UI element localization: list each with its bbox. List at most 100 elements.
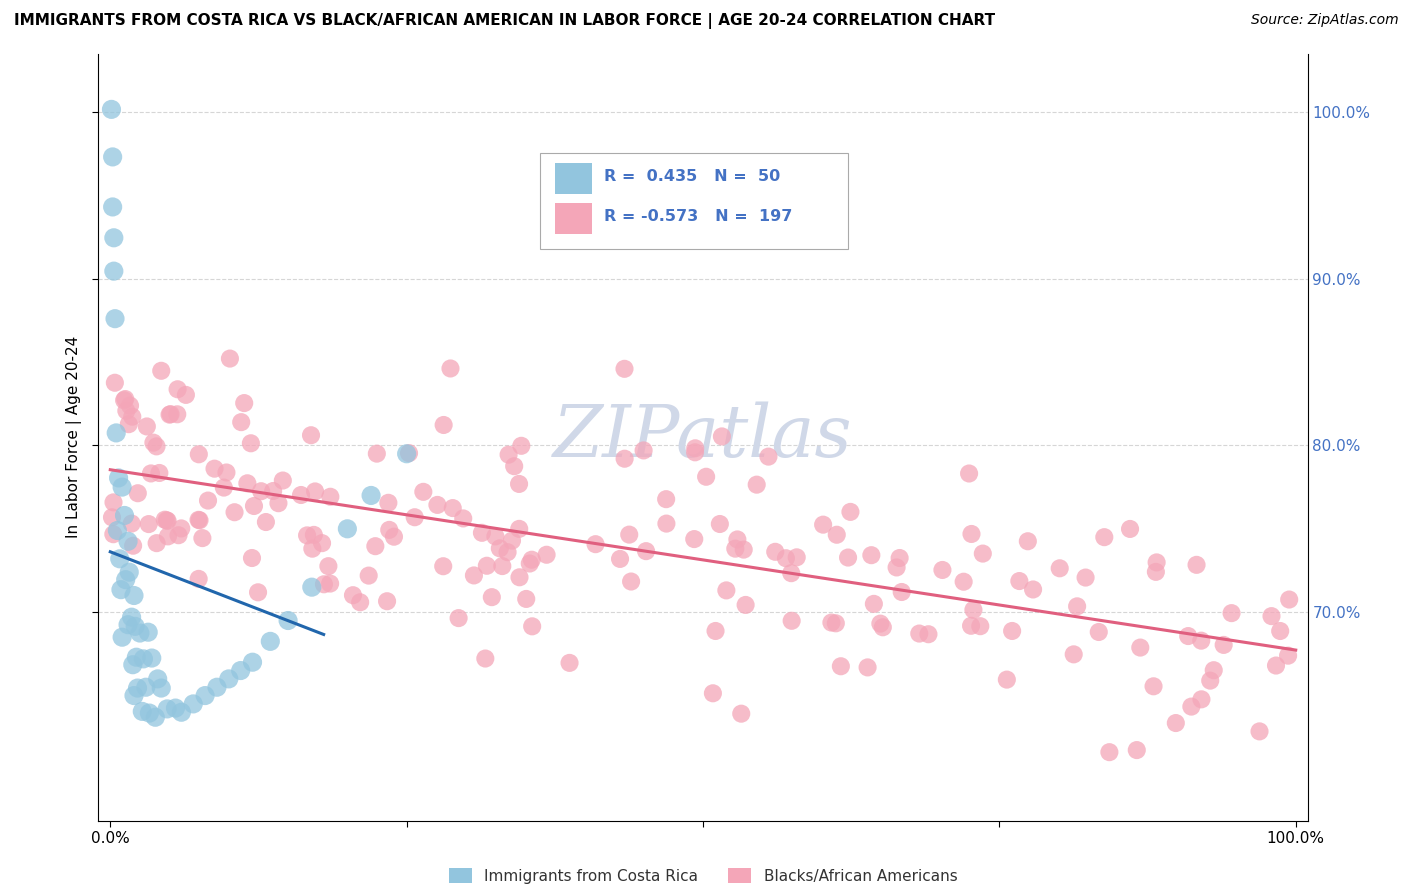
Point xyxy=(156,529,179,543)
Point xyxy=(733,542,755,557)
Point xyxy=(312,577,335,591)
Point xyxy=(1191,692,1213,706)
Point xyxy=(1277,648,1299,663)
Point xyxy=(1129,640,1152,655)
Point xyxy=(475,558,498,573)
Text: ZIPatlas: ZIPatlas xyxy=(553,401,853,473)
Point xyxy=(146,672,169,686)
Point xyxy=(187,572,209,586)
Point xyxy=(219,351,242,366)
Point xyxy=(839,505,862,519)
Point xyxy=(107,471,129,485)
Point xyxy=(156,514,179,528)
Point xyxy=(170,705,193,719)
Point xyxy=(122,589,145,603)
Point xyxy=(931,563,953,577)
Point xyxy=(103,231,125,245)
Point xyxy=(683,442,706,456)
Point xyxy=(114,392,136,406)
Point xyxy=(103,264,125,278)
Point xyxy=(856,660,879,674)
Point xyxy=(105,425,128,440)
Point xyxy=(224,505,246,519)
Point xyxy=(863,597,886,611)
Point xyxy=(295,528,318,542)
Point xyxy=(103,527,125,541)
Y-axis label: In Labor Force | Age 20-24: In Labor Force | Age 20-24 xyxy=(66,336,82,538)
Point xyxy=(143,710,166,724)
Point xyxy=(187,513,209,527)
Point xyxy=(181,697,204,711)
Point xyxy=(1212,638,1234,652)
FancyBboxPatch shape xyxy=(540,153,848,249)
Point xyxy=(101,510,124,524)
Point xyxy=(426,498,449,512)
Point xyxy=(716,583,738,598)
Point xyxy=(395,447,418,461)
Point xyxy=(447,611,470,625)
Point xyxy=(111,480,134,494)
Point xyxy=(114,573,136,587)
Point xyxy=(254,515,277,529)
Point xyxy=(917,627,939,641)
Point xyxy=(108,551,131,566)
Point xyxy=(481,590,503,604)
Point xyxy=(501,533,523,548)
Point xyxy=(1119,522,1142,536)
Point xyxy=(1146,555,1168,569)
Point xyxy=(830,659,852,673)
Point xyxy=(510,439,533,453)
Point xyxy=(730,706,752,721)
Point xyxy=(1144,565,1167,579)
Point xyxy=(204,461,226,475)
Point xyxy=(655,516,678,531)
Text: R = -0.573   N =  197: R = -0.573 N = 197 xyxy=(603,210,792,225)
Point xyxy=(780,614,803,628)
Point xyxy=(243,499,266,513)
Point xyxy=(129,626,152,640)
Point xyxy=(336,522,359,536)
Point xyxy=(908,626,931,640)
Point xyxy=(239,436,262,450)
Point xyxy=(613,451,636,466)
Point xyxy=(1249,724,1271,739)
Point xyxy=(377,496,399,510)
Point xyxy=(995,673,1018,687)
Point xyxy=(242,655,264,669)
Point xyxy=(118,417,141,432)
Point xyxy=(724,541,747,556)
Point xyxy=(187,447,209,461)
Point xyxy=(1270,624,1292,638)
Text: IMMIGRANTS FROM COSTA RICA VS BLACK/AFRICAN AMERICAN IN LABOR FORCE | AGE 20-24 : IMMIGRANTS FROM COSTA RICA VS BLACK/AFRI… xyxy=(14,13,995,29)
Point xyxy=(609,552,631,566)
Point xyxy=(1087,625,1109,640)
Point xyxy=(125,650,148,665)
Point xyxy=(520,552,543,566)
Point xyxy=(141,651,163,665)
Point xyxy=(824,616,846,631)
Point xyxy=(138,517,160,532)
Point xyxy=(1098,745,1121,759)
Point xyxy=(1074,570,1097,584)
Point xyxy=(1189,633,1212,648)
Point xyxy=(433,417,456,432)
Point xyxy=(1220,606,1243,620)
Point xyxy=(412,484,434,499)
Point xyxy=(432,559,454,574)
Point xyxy=(101,150,124,164)
Point xyxy=(156,702,179,716)
Point xyxy=(153,513,176,527)
Point xyxy=(105,524,128,538)
Point xyxy=(101,200,124,214)
Point xyxy=(585,537,607,551)
Point xyxy=(1278,592,1301,607)
Point xyxy=(319,490,342,504)
Point xyxy=(166,407,188,421)
Point xyxy=(825,527,848,541)
Point xyxy=(1126,743,1149,757)
Point xyxy=(118,399,141,413)
Point xyxy=(299,428,322,442)
Point xyxy=(127,486,149,500)
Point xyxy=(236,476,259,491)
Point xyxy=(121,516,143,531)
